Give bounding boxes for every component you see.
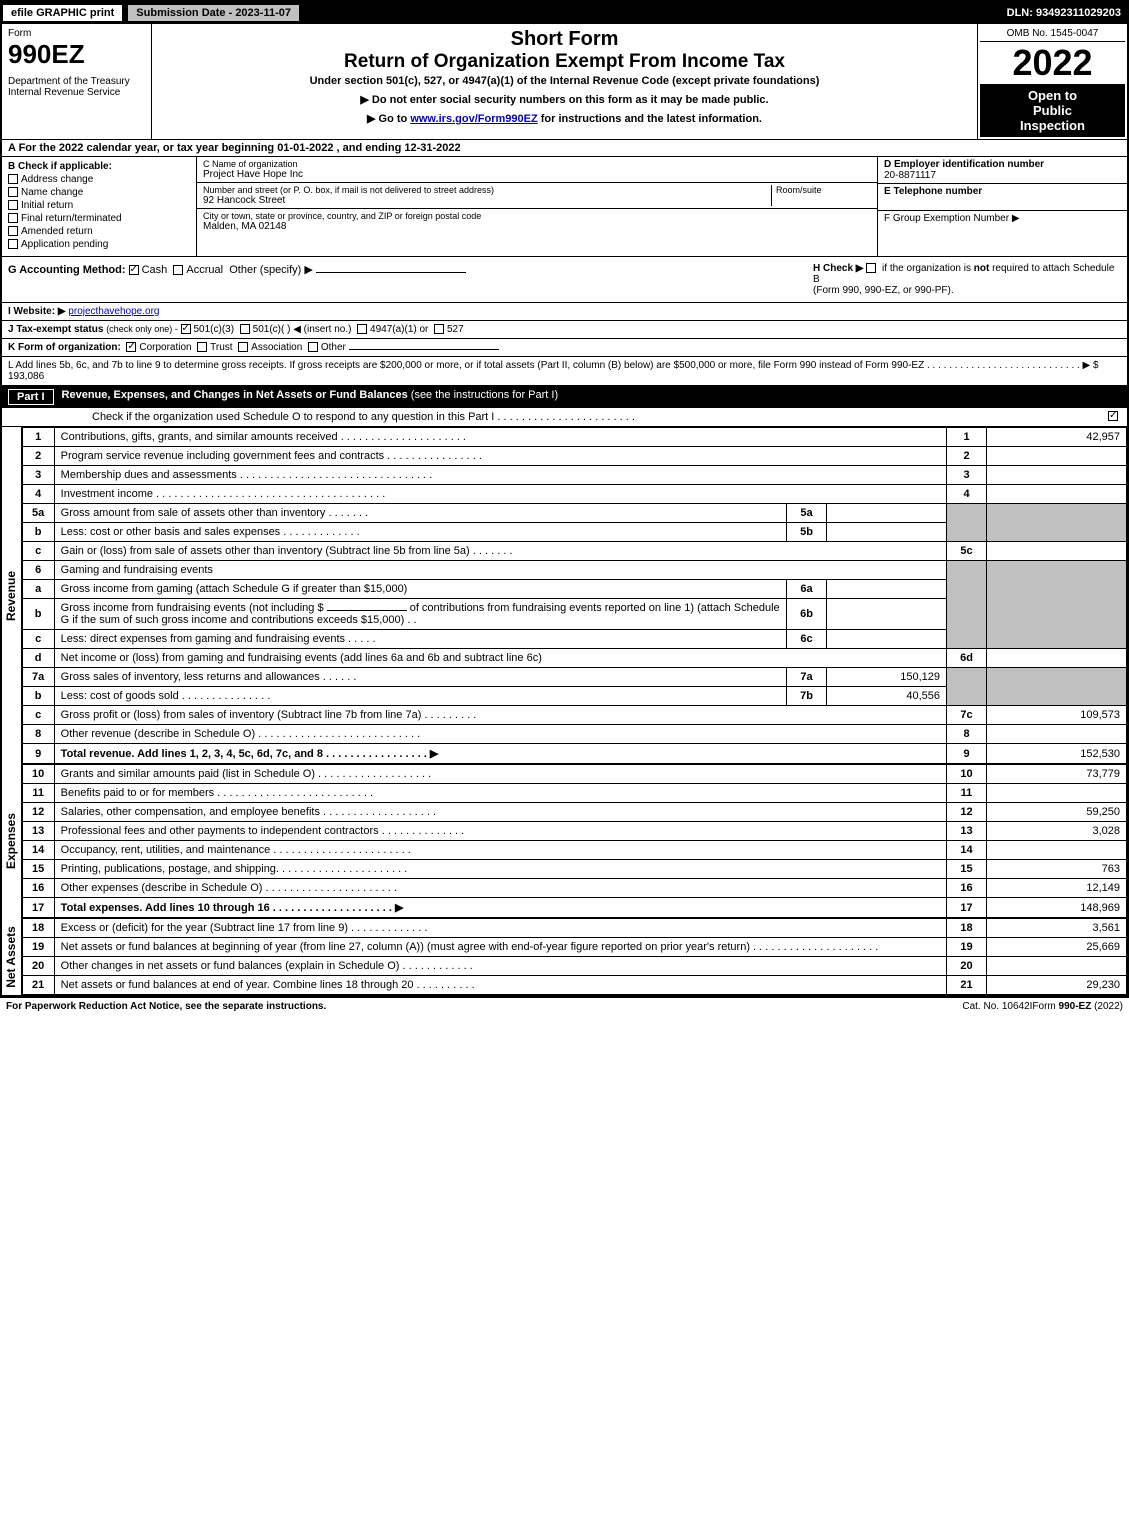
line-7b-val: 40,556 xyxy=(827,687,947,706)
street: 92 Hancock Street xyxy=(203,195,771,206)
chk-assoc[interactable] xyxy=(238,342,248,352)
chk-h[interactable] xyxy=(866,263,876,273)
chk-initial[interactable]: Initial return xyxy=(8,200,190,211)
note-goto: ▶ Go to www.irs.gov/Form990EZ for instru… xyxy=(158,112,971,125)
efile-badge: efile GRAPHIC print xyxy=(2,4,123,22)
section-j: J Tax-exempt status (check only one) - 5… xyxy=(2,321,1127,339)
city: Malden, MA 02148 xyxy=(203,221,481,232)
netassets-table: 18Excess or (deficit) for the year (Subt… xyxy=(22,918,1127,995)
part-1-header: Part I Revenue, Expenses, and Changes in… xyxy=(2,386,1127,408)
submission-date: Submission Date - 2023-11-07 xyxy=(127,4,300,22)
line-17-amount: 148,969 xyxy=(987,898,1127,918)
chk-4947[interactable] xyxy=(357,324,367,334)
expenses-table: 10Grants and similar amounts paid (list … xyxy=(22,764,1127,918)
tax-year: 2022 xyxy=(980,42,1125,84)
revenue-label: Revenue xyxy=(2,427,22,764)
line-12-amount: 59,250 xyxy=(987,803,1127,822)
chk-trust[interactable] xyxy=(197,342,207,352)
gross-receipts: 193,086 xyxy=(8,371,44,382)
chk-pending[interactable]: Application pending xyxy=(8,239,190,250)
section-a: A For the 2022 calendar year, or tax yea… xyxy=(2,140,1127,157)
line-15-amount: 763 xyxy=(987,860,1127,879)
section-l: L Add lines 5b, 6c, and 7b to line 9 to … xyxy=(2,357,1127,386)
header-right: OMB No. 1545-0047 2022 Open to Public In… xyxy=(977,24,1127,139)
top-bar: efile GRAPHIC print Submission Date - 20… xyxy=(2,2,1127,24)
chk-corp[interactable] xyxy=(126,342,136,352)
omb: OMB No. 1545-0047 xyxy=(980,26,1125,42)
netassets-label: Net Assets xyxy=(2,918,22,995)
section-c: C Name of organization Project Have Hope… xyxy=(197,157,877,256)
org-name: Project Have Hope Inc xyxy=(203,169,871,180)
line-21-amount: 29,230 xyxy=(987,976,1127,995)
section-i: I Website: ▶ projecthavehope.org xyxy=(2,303,1127,321)
chk-cash[interactable] xyxy=(129,265,139,275)
section-b: B Check if applicable: Address change Na… xyxy=(2,157,197,256)
chk-schedule-o[interactable] xyxy=(1108,411,1118,421)
line-7c-amount: 109,573 xyxy=(987,706,1127,725)
title-return: Return of Organization Exempt From Incom… xyxy=(158,51,971,73)
revenue-table: 1Contributions, gifts, grants, and simil… xyxy=(22,427,1127,764)
note-ssn: ▶ Do not enter social security numbers o… xyxy=(158,93,971,106)
chk-501c[interactable] xyxy=(240,324,250,334)
header-center: Short Form Return of Organization Exempt… xyxy=(152,24,977,139)
part1-check-row: Check if the organization used Schedule … xyxy=(2,408,1127,427)
chk-final[interactable]: Final return/terminated xyxy=(8,213,190,224)
line-18-amount: 3,561 xyxy=(987,919,1127,938)
expenses-label: Expenses xyxy=(2,764,22,918)
line-1-desc: Contributions, gifts, grants, and simila… xyxy=(54,428,946,447)
chk-other-org[interactable] xyxy=(308,342,318,352)
chk-name[interactable]: Name change xyxy=(8,187,190,198)
chk-accrual[interactable] xyxy=(173,265,183,275)
section-d-e-f: D Employer identification number 20-8871… xyxy=(877,157,1127,256)
line-1-amount: 42,957 xyxy=(987,428,1127,447)
line-13-amount: 3,028 xyxy=(987,822,1127,841)
line-7a-val: 150,129 xyxy=(827,668,947,687)
form-label: Form xyxy=(8,28,145,39)
title-short-form: Short Form xyxy=(158,28,971,51)
chk-address[interactable]: Address change xyxy=(8,174,190,185)
dept: Department of the Treasury xyxy=(8,76,145,87)
revenue-section: Revenue 1Contributions, gifts, grants, a… xyxy=(2,427,1127,764)
header: Form 990EZ Department of the Treasury In… xyxy=(2,24,1127,140)
expenses-section: Expenses 10Grants and similar amounts pa… xyxy=(2,764,1127,918)
irs-link[interactable]: www.irs.gov/Form990EZ xyxy=(410,113,537,125)
form-container: efile GRAPHIC print Submission Date - 20… xyxy=(0,0,1129,997)
netassets-section: Net Assets 18Excess or (deficit) for the… xyxy=(2,918,1127,995)
open-public: Open to Public Inspection xyxy=(980,84,1125,137)
section-k: K Form of organization: Corporation Trus… xyxy=(2,339,1127,357)
chk-527[interactable] xyxy=(434,324,444,334)
subtitle: Under section 501(c), 527, or 4947(a)(1)… xyxy=(158,75,971,87)
form-number: 990EZ xyxy=(8,39,145,70)
footer: For Paperwork Reduction Act Notice, see … xyxy=(0,997,1129,1015)
chk-501c3[interactable] xyxy=(181,324,191,334)
irs: Internal Revenue Service xyxy=(8,87,145,98)
sections-b-to-f: B Check if applicable: Address change Na… xyxy=(2,157,1127,256)
line-9-amount: 152,530 xyxy=(987,744,1127,764)
section-g-h: G Accounting Method: Cash Accrual Other … xyxy=(2,256,1127,303)
line-16-amount: 12,149 xyxy=(987,879,1127,898)
line-10-amount: 73,779 xyxy=(987,765,1127,784)
other-specify[interactable] xyxy=(316,272,466,273)
header-left: Form 990EZ Department of the Treasury In… xyxy=(2,24,152,139)
line-19-amount: 25,669 xyxy=(987,938,1127,957)
dln: DLN: 93492311029203 xyxy=(1007,7,1127,19)
chk-amended[interactable]: Amended return xyxy=(8,226,190,237)
website-link[interactable]: projecthavehope.org xyxy=(68,306,159,317)
ein: 20-8871117 xyxy=(884,170,1121,181)
